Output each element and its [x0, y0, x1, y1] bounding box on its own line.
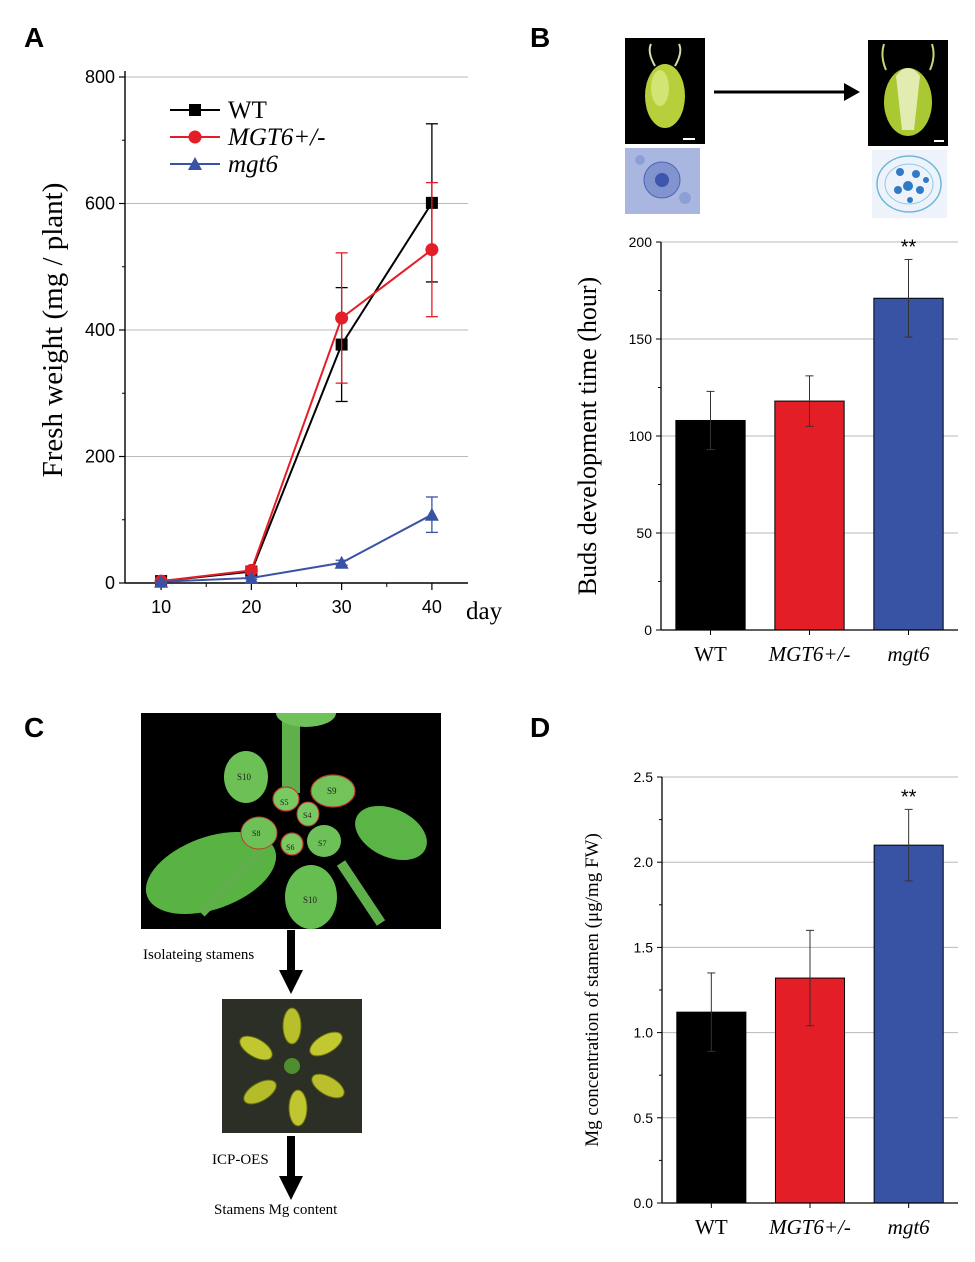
series-line: [161, 513, 433, 583]
flow-arrow-1: [279, 930, 303, 994]
legend-marker: [189, 104, 201, 116]
x-tick-label: WT: [694, 642, 727, 666]
y-tick-label: 1.0: [634, 1025, 654, 1041]
chart-d-bar: 0.0 0.5 1.0 1.5 2.0 2.5 WT MGT6+/- mgt6 ** Mg conc…: [582, 769, 958, 1239]
bud-photo-early: [625, 38, 705, 144]
x-tick-label: MGT6+/-: [768, 1215, 851, 1239]
panel-label-d: D: [530, 712, 551, 743]
bud-label: S6: [286, 843, 294, 852]
data-point: [335, 311, 349, 325]
y-tick-label: 800: [85, 67, 115, 87]
x-tick-label: 10: [151, 597, 171, 617]
panel-label-a: A: [24, 22, 45, 53]
y-tick-label: 150: [629, 331, 653, 347]
y-tick-label: 0: [105, 573, 115, 593]
step-isolating-stamens: Isolateing stamens: [143, 947, 255, 963]
data-point: [154, 574, 169, 588]
bud-label: S8: [252, 829, 260, 838]
bar: [774, 400, 845, 631]
legend-label: MGT6+/-: [227, 124, 325, 151]
y-tick-label: 2.0: [634, 854, 654, 870]
bud-label: S9: [327, 786, 337, 796]
bud-section-late: [872, 150, 947, 218]
stamens-photo: [222, 999, 362, 1133]
data-point: [424, 507, 439, 521]
y-tick-label: 200: [85, 447, 115, 467]
data-point: [334, 555, 349, 569]
legend-label: WT: [228, 97, 267, 124]
bar: [774, 977, 846, 1204]
bud-label: S10: [303, 895, 318, 905]
legend-marker: [188, 130, 202, 144]
bud-label: S4: [303, 811, 311, 820]
chart-b-bar: 0 50 100 150 200 WT MGT6+/- mgt6 ** Buds developm…: [573, 234, 958, 666]
data-point: [425, 243, 439, 257]
x-tick-label: MGT6+/-: [768, 642, 851, 666]
inflorescence-photo: S10 S9 S5 S4 S8 S6 S7 S10: [141, 713, 441, 929]
y-axis-label: Buds development time (hour): [573, 277, 602, 595]
x-tick-label: mgt6: [888, 642, 931, 666]
x-tick-label: 20: [241, 597, 261, 617]
y-tick-label: 2.5: [634, 769, 654, 785]
bud-label: S10: [237, 772, 252, 782]
data-point: [244, 563, 258, 577]
y-tick-label: 200: [629, 234, 653, 250]
x-tick-label: 30: [332, 597, 352, 617]
y-axis-label: Mg concentration of stamen (μg/mg FW): [582, 833, 603, 1147]
development-arrow: [714, 83, 860, 101]
significance-marker: **: [901, 786, 917, 808]
chart-a-line: 0 200 400 600 800 10 20 30 40 day Fresh weight (mg…: [37, 67, 503, 625]
x-tick-label: mgt6: [888, 1215, 931, 1239]
step-stamens-mg-content: Stamens Mg content: [214, 1202, 338, 1218]
series-line: [161, 202, 433, 583]
legend-marker: [188, 157, 202, 170]
y-tick-label: 100: [629, 428, 653, 444]
x-tick-label: 40: [422, 597, 442, 617]
step-icp-oes: ICP-OES: [212, 1152, 269, 1168]
bud-section-early: [625, 148, 700, 214]
x-axis-label: day: [466, 598, 503, 625]
y-axis-label: Fresh weight (mg / plant): [37, 183, 69, 478]
legend-label: mgt6: [228, 151, 279, 178]
x-tick-label: WT: [695, 1215, 728, 1239]
bud-label: S5: [280, 798, 288, 807]
y-tick-label: 600: [85, 194, 115, 214]
y-tick-label: 400: [85, 320, 115, 340]
bud-label: S7: [318, 839, 326, 848]
panel-label-b: B: [530, 22, 551, 53]
significance-marker: **: [901, 236, 917, 258]
bud-photo-late: [868, 40, 948, 146]
y-tick-label: 0.5: [634, 1110, 654, 1126]
y-tick-label: 1.5: [634, 939, 654, 955]
series-line: [160, 248, 433, 583]
panel-label-c: C: [24, 712, 45, 743]
y-tick-label: 0.0: [634, 1195, 654, 1211]
data-point: [244, 570, 259, 584]
bar: [675, 419, 746, 631]
bar: [873, 297, 944, 631]
y-tick-label: 50: [636, 525, 652, 541]
flow-arrow-2: [279, 1136, 303, 1200]
y-tick-label: 0: [644, 622, 652, 638]
bar: [873, 844, 944, 1204]
